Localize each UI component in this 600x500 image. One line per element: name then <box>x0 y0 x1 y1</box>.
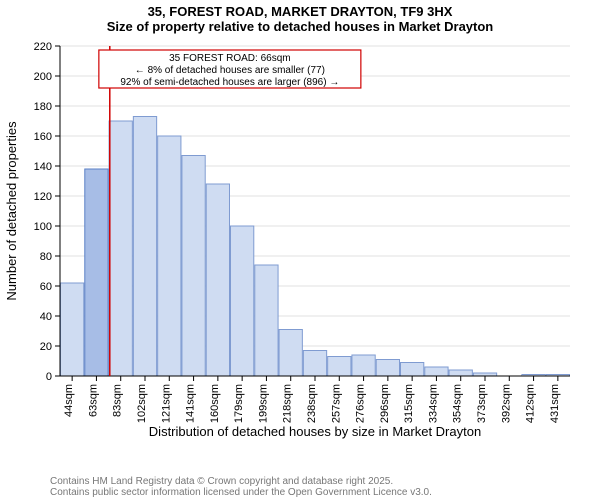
x-tick-label: 392sqm <box>500 384 512 423</box>
histogram-bar <box>328 357 351 377</box>
x-tick-label: 257sqm <box>330 384 342 423</box>
chart-container: 0 20 40 60 80 100 120 140 160 180 200 220 44sqm 63sqm… <box>0 36 600 476</box>
y-tick-label: 100 <box>34 221 52 233</box>
histogram-bar <box>401 363 424 377</box>
histogram-bar <box>61 283 84 376</box>
x-tick-label: 354sqm <box>452 384 464 423</box>
title-line2: Size of property relative to detached ho… <box>0 19 600 34</box>
footer-line1: Contains HM Land Registry data © Crown c… <box>50 476 432 487</box>
x-tick-label: 179sqm <box>233 384 245 423</box>
histogram-bar <box>206 184 229 376</box>
x-tick-label: 218sqm <box>282 384 294 423</box>
annotation-line2: ← 8% of detached houses are smaller (77) <box>135 65 325 76</box>
x-tick-label: 238sqm <box>306 384 318 423</box>
y-tick-label: 80 <box>40 251 52 263</box>
x-tick-label: 334sqm <box>427 384 439 423</box>
footer-attribution: Contains HM Land Registry data © Crown c… <box>50 476 432 498</box>
y-tick-label: 60 <box>40 281 52 293</box>
x-tick-label: 83sqm <box>112 384 124 417</box>
y-tick-label: 200 <box>34 71 52 83</box>
x-tick-label: 412sqm <box>525 384 537 423</box>
histogram-bar <box>85 169 108 376</box>
y-tick-label: 20 <box>40 341 52 353</box>
y-tick-label: 220 <box>34 41 52 53</box>
histogram-bar <box>425 367 448 376</box>
y-tick-label: 120 <box>34 191 52 203</box>
histogram-bar <box>231 226 254 376</box>
histogram-bar <box>182 156 205 377</box>
histogram-bar <box>449 370 472 376</box>
annotation-line1: 35 FOREST ROAD: 66sqm <box>169 53 291 64</box>
y-tick-label: 40 <box>40 311 52 323</box>
x-tick-label: 431sqm <box>549 384 561 423</box>
histogram-chart: 0 20 40 60 80 100 120 140 160 180 200 220 44sqm 63sqm… <box>0 36 600 446</box>
y-tick-label: 140 <box>34 161 52 173</box>
y-tick-label: 160 <box>34 131 52 143</box>
x-tick-label: 276sqm <box>355 384 367 423</box>
y-tick-label: 0 <box>46 371 52 383</box>
x-tick-label: 121sqm <box>160 384 172 423</box>
x-tick-label: 296sqm <box>379 384 391 423</box>
x-axis-label: Distribution of detached houses by size … <box>149 424 481 439</box>
x-tick-label: 102sqm <box>136 384 148 423</box>
histogram-bar <box>158 136 181 376</box>
x-tick-label: 199sqm <box>257 384 269 423</box>
x-tick-label: 63sqm <box>87 384 99 417</box>
histogram-bar <box>133 117 156 377</box>
x-tick-label: 373sqm <box>476 384 488 423</box>
x-tick-label: 141sqm <box>185 384 197 423</box>
y-axis-label: Number of detached properties <box>4 121 19 301</box>
annotation-line3: 92% of semi-detached houses are larger (… <box>120 77 339 88</box>
histogram-bar <box>279 330 302 377</box>
histogram-bar <box>376 360 399 377</box>
histogram-bar <box>303 351 326 377</box>
chart-title-block: 35, FOREST ROAD, MARKET DRAYTON, TF9 3HX… <box>0 0 600 34</box>
title-line1: 35, FOREST ROAD, MARKET DRAYTON, TF9 3HX <box>0 4 600 19</box>
x-tick-label: 315sqm <box>403 384 415 423</box>
histogram-bar <box>255 265 278 376</box>
histogram-bar <box>109 121 132 376</box>
footer-line2: Contains public sector information licen… <box>50 487 432 498</box>
histogram-bar <box>352 355 375 376</box>
x-tick-label: 160sqm <box>209 384 221 423</box>
x-tick-label: 44sqm <box>63 384 75 417</box>
y-tick-label: 180 <box>34 101 52 113</box>
